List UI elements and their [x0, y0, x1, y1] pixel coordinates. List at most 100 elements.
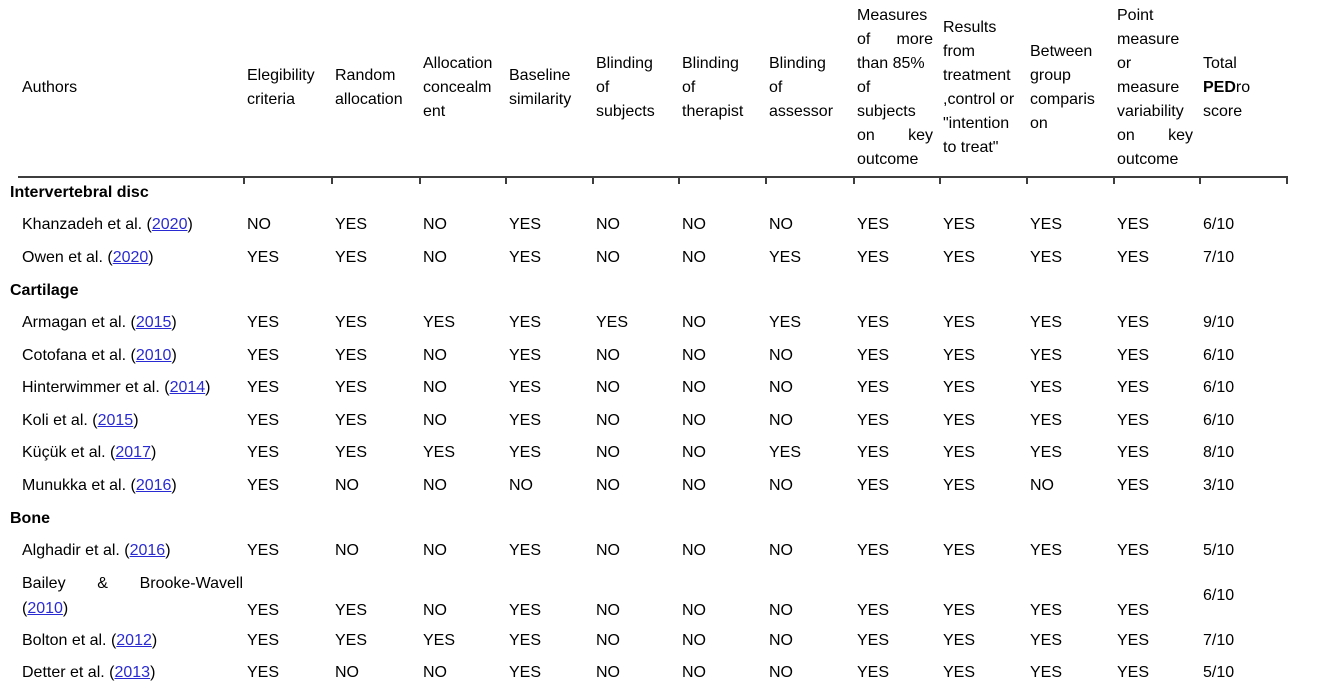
value-blinding-of-assessor: YES — [769, 314, 802, 332]
value-measures-more-than-85: YES — [857, 444, 890, 462]
study-year-link[interactable]: 2020 — [151, 216, 188, 234]
value-blinding-of-assessor: NO — [769, 476, 793, 494]
study-year-link[interactable]: 2010 — [27, 600, 63, 617]
value-random-allocation: YES — [335, 314, 368, 332]
column-tick — [331, 178, 333, 184]
column-tick — [1199, 178, 1201, 184]
value-point-measure-variability: YES — [1117, 346, 1150, 364]
value-blinding-of-therapist: NO — [682, 664, 706, 682]
value-allocation-concealment: NO — [423, 476, 447, 494]
column-tick — [853, 178, 855, 184]
value-point-measure-variability: YES — [1117, 216, 1150, 234]
value-baseline-similarity: YES — [509, 314, 542, 332]
study-year-link[interactable]: 2013 — [114, 664, 151, 682]
value-intention-to-treat: YES — [943, 216, 976, 234]
study-author: Hinterwimmer et al. (2014) — [22, 379, 211, 397]
value-blinding-of-subjects: NO — [596, 379, 620, 397]
value-measures-more-than-85: YES — [857, 216, 890, 234]
study-author: Koli et al. (2015) — [22, 411, 139, 429]
table-row: Bolton et al. (2012) YES YES YES YES NO NO NO YE… — [0, 625, 1319, 658]
value-total-pedro-score: 7/10 — [1203, 631, 1235, 649]
value-point-measure-variability: YES — [1117, 444, 1150, 462]
study-year-link[interactable]: 2016 — [135, 476, 172, 494]
study-year-link[interactable]: 2012 — [116, 631, 152, 649]
study-year-link[interactable]: 2015 — [135, 314, 172, 332]
value-total-pedro-score: 3/10 — [1203, 476, 1235, 494]
value-between-group-comparison: YES — [1030, 542, 1063, 560]
value-random-allocation: YES — [335, 601, 368, 619]
value-blinding-of-subjects: NO — [596, 542, 620, 560]
study-year-link[interactable]: 2010 — [135, 346, 172, 364]
value-blinding-of-subjects: NO — [596, 444, 620, 462]
value-random-allocation: YES — [335, 248, 368, 266]
study-author: Alghadir et al. (2016) — [22, 542, 171, 560]
value-blinding-of-therapist: NO — [682, 379, 706, 397]
value-random-allocation: NO — [335, 476, 359, 494]
value-between-group-comparison: YES — [1030, 216, 1063, 234]
value-blinding-of-therapist: NO — [682, 631, 706, 649]
value-random-allocation: YES — [335, 444, 368, 462]
value-blinding-of-subjects: NO — [596, 216, 620, 234]
value-blinding-of-therapist: NO — [682, 314, 706, 332]
value-measures-more-than-85: YES — [857, 664, 890, 682]
value-total-pedro-score: 7/10 — [1203, 248, 1235, 266]
study-year-link[interactable]: 2020 — [112, 248, 149, 266]
value-blinding-of-assessor: NO — [769, 379, 793, 397]
value-blinding-of-therapist: NO — [682, 444, 706, 462]
value-point-measure-variability: YES — [1117, 542, 1150, 560]
value-measures-more-than-85: YES — [857, 346, 890, 364]
value-eligibility-criteria: YES — [247, 664, 280, 682]
column-tick — [1026, 178, 1028, 184]
value-eligibility-criteria: YES — [247, 476, 280, 494]
study-year-link[interactable]: 2017 — [115, 444, 151, 462]
column-header-between-group-comparison: Between group comparis on — [1030, 43, 1095, 132]
study-year-link[interactable]: 2015 — [97, 411, 134, 429]
value-between-group-comparison: YES — [1030, 411, 1063, 429]
study-author: Owen et al. (2020) — [22, 248, 154, 266]
column-header-blinding-of-subjects: Blinding of subjects — [596, 55, 655, 120]
value-random-allocation: YES — [335, 379, 368, 397]
value-total-pedro-score: 6/10 — [1203, 346, 1235, 364]
value-total-pedro-score: 5/10 — [1203, 664, 1235, 682]
value-total-pedro-score: 6/10 — [1203, 379, 1235, 397]
study-year-link[interactable]: 2016 — [129, 542, 166, 560]
value-between-group-comparison: NO — [1030, 476, 1054, 494]
value-allocation-concealment: YES — [423, 444, 456, 462]
value-point-measure-variability: YES — [1117, 476, 1150, 494]
table-row: Küçük et al. (2017) YES YES YES YES NO NO YES YE… — [0, 437, 1319, 470]
value-intention-to-treat: YES — [943, 314, 976, 332]
value-point-measure-variability: YES — [1117, 631, 1150, 649]
value-allocation-concealment: NO — [423, 248, 447, 266]
value-total-pedro-score: 5/10 — [1203, 542, 1235, 560]
value-random-allocation: YES — [335, 411, 368, 429]
column-tick — [243, 178, 245, 184]
value-blinding-of-subjects: NO — [596, 346, 620, 364]
table-row: Khanzadeh et al. (2020) NO YES NO YES NO NO NO Y… — [0, 209, 1319, 242]
value-baseline-similarity: YES — [509, 248, 542, 266]
value-measures-more-than-85: YES — [857, 379, 890, 397]
value-total-pedro-score: 6/10 — [1203, 587, 1235, 604]
value-measures-more-than-85: YES — [857, 314, 890, 332]
column-header-point-measure-variability: Point measure or measure variability on key out… — [1117, 7, 1193, 168]
value-eligibility-criteria: NO — [247, 216, 271, 234]
section-row: Intervertebral disc — [0, 176, 1319, 209]
value-blinding-of-subjects: NO — [596, 476, 620, 494]
value-eligibility-criteria: YES — [247, 379, 280, 397]
value-point-measure-variability: YES — [1117, 411, 1150, 429]
value-blinding-of-therapist: NO — [682, 346, 706, 364]
column-header-random-allocation: Random allocation — [335, 67, 403, 108]
section-header-bone: Bone — [10, 509, 50, 527]
column-tick — [505, 178, 507, 184]
value-allocation-concealment: NO — [423, 411, 447, 429]
column-header-blinding-of-assessor: Blinding of assessor — [769, 55, 834, 120]
value-measures-more-than-85: YES — [857, 631, 890, 649]
column-header-measures-more-than-85: Measures of more than 85% of subjects on key out… — [857, 7, 933, 168]
column-header-authors: Authors — [22, 79, 78, 96]
study-year-link[interactable]: 2014 — [169, 379, 206, 397]
value-intention-to-treat: YES — [943, 379, 976, 397]
value-blinding-of-subjects: NO — [596, 248, 620, 266]
column-header-baseline-similarity: Baseline similarity — [509, 67, 572, 108]
table-row: Koli et al. (2015) YES YES NO YES NO NO NO YES YE… — [0, 405, 1319, 438]
value-baseline-similarity: YES — [509, 216, 542, 234]
header-rule — [18, 176, 1288, 178]
